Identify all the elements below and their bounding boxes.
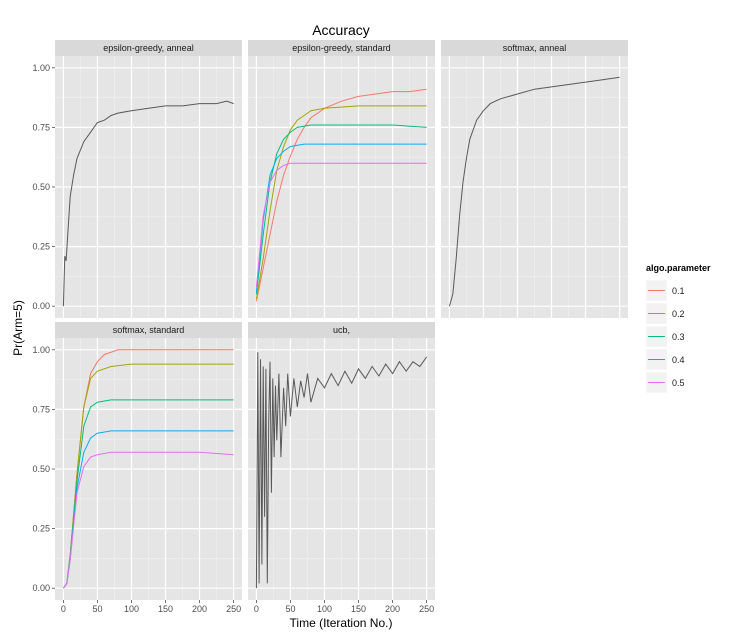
panel-strip xyxy=(55,40,242,56)
y-tick-label: 0.75 xyxy=(32,122,50,132)
chart-title: Accuracy xyxy=(312,22,370,38)
legend-label: 0.4 xyxy=(672,355,685,365)
panel-epsilon-greedy-anneal: epsilon-greedy, anneal 0.00 0.25 0.50 0.75 1.… xyxy=(32,40,242,318)
y-tick-label: 0.25 xyxy=(32,524,50,534)
x-tick-label: 100 xyxy=(317,604,332,614)
y-tick-label: 0.50 xyxy=(32,464,50,474)
panel-strip xyxy=(248,40,435,56)
series-line-0-5 xyxy=(62,451,234,589)
x-tick-label: 0 xyxy=(254,604,259,614)
legend-label: 0.5 xyxy=(672,378,685,388)
legend-label: 0.3 xyxy=(672,332,685,342)
panel-grid: epsilon-greedy, anneal 0.00 0.25 0.50 0.75 1.… xyxy=(32,40,628,614)
panel-strip xyxy=(55,322,242,338)
y-tick-label: 1.00 xyxy=(32,345,50,355)
x-tick-label: 250 xyxy=(419,604,434,614)
series-line xyxy=(62,100,234,307)
y-tick-label: 0.00 xyxy=(32,583,50,593)
x-tick-label: 50 xyxy=(285,604,295,614)
y-axis-title: Pr(Arm=5) xyxy=(11,300,25,356)
y-tick-label: 0.50 xyxy=(32,182,50,192)
series-line-0-3 xyxy=(255,124,427,295)
legend-title: algo.parameter xyxy=(646,263,711,273)
x-tick-label: 100 xyxy=(124,604,139,614)
panel-softmax-standard: softmax, standard 0.00 0.25 0.50 0.75 1.00 0 50… xyxy=(32,322,242,614)
legend: algo.parameter 0.1 0.2 0.3 0.4 0.5 xyxy=(641,256,739,396)
x-tick-label: 0 xyxy=(61,604,66,614)
panel-strip xyxy=(248,322,435,338)
panel-strip-label: ucb, xyxy=(333,325,350,335)
y-tick-label: 0.25 xyxy=(32,242,50,252)
panel-strip-label: softmax, anneal xyxy=(503,43,567,53)
panel-strip-label: epsilon-greedy, standard xyxy=(292,43,390,53)
x-tick-label: 200 xyxy=(385,604,400,614)
legend-label: 0.1 xyxy=(672,286,685,296)
x-tick-label: 150 xyxy=(351,604,366,614)
legend-item-0-1: 0.1 xyxy=(645,279,685,302)
series-line-0-1 xyxy=(255,88,427,302)
panel-strip xyxy=(441,40,628,56)
panel-softmax-anneal: softmax, anneal xyxy=(441,40,628,318)
series-line xyxy=(448,76,620,307)
series-line-0-4 xyxy=(255,143,427,292)
y-tick-label: 0.00 xyxy=(32,301,50,311)
panel-ucb: ucb, 0 50 100 150 200 250 xyxy=(248,322,435,614)
panel-strip-label: softmax, standard xyxy=(113,325,185,335)
x-tick-label: 150 xyxy=(158,604,173,614)
panel-strip-label: epsilon-greedy, anneal xyxy=(103,43,193,53)
x-axis-title: Time (Iteration No.) xyxy=(290,616,393,630)
x-tick-label: 250 xyxy=(226,604,241,614)
series-line-0-2 xyxy=(255,105,427,300)
x-tick-label: 200 xyxy=(192,604,207,614)
legend-item-0-5: 0.5 xyxy=(645,371,685,394)
x-tick-label: 50 xyxy=(92,604,102,614)
series-line-0-5 xyxy=(255,162,427,288)
panel-epsilon-greedy-standard: epsilon-greedy, standard xyxy=(248,40,435,318)
series-line xyxy=(255,352,428,589)
y-tick-label: 0.75 xyxy=(32,404,50,414)
y-tick-label: 1.00 xyxy=(32,63,50,73)
legend-item-0-3: 0.3 xyxy=(645,325,685,348)
legend-item-0-4: 0.4 xyxy=(645,348,685,371)
legend-label: 0.2 xyxy=(672,309,685,319)
legend-item-0-2: 0.2 xyxy=(645,302,685,325)
